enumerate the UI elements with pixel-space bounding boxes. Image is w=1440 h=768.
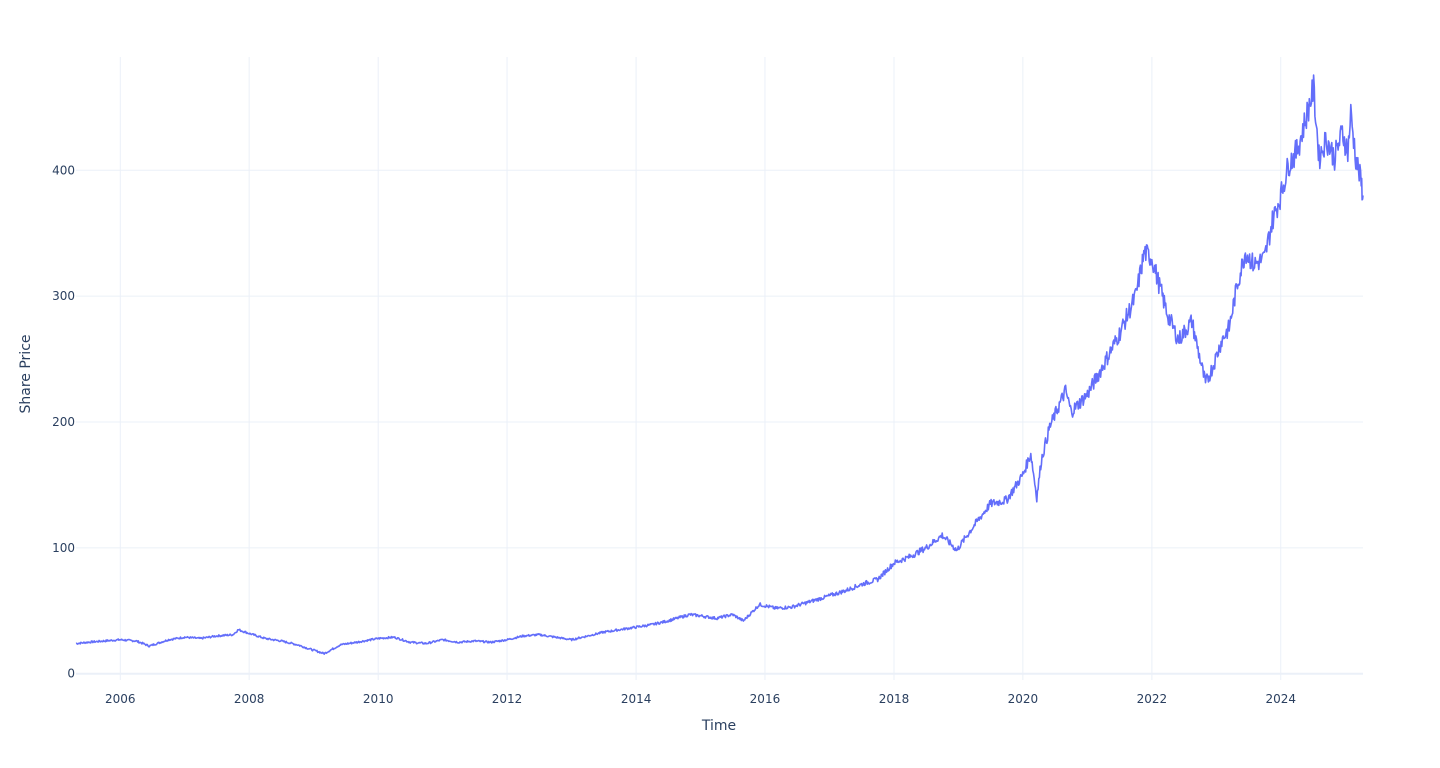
x-tick-label: 2016 xyxy=(750,692,781,706)
y-tick-label: 0 xyxy=(67,667,75,681)
series-layer xyxy=(75,74,1364,655)
price-line xyxy=(75,74,1364,655)
grid xyxy=(76,57,1363,680)
y-tick-label: 300 xyxy=(52,289,75,303)
x-axis-title: Time xyxy=(701,718,736,734)
x-tick-label: 2006 xyxy=(105,692,136,706)
x-tick-label: 2014 xyxy=(621,692,652,706)
x-tick-label: 2024 xyxy=(1265,692,1296,706)
x-tick-label: 2012 xyxy=(492,692,523,706)
x-tick-label: 2010 xyxy=(363,692,394,706)
y-tick-label: 400 xyxy=(52,163,75,177)
x-tick-label: 2008 xyxy=(234,692,265,706)
y-tick-label: 200 xyxy=(52,415,75,429)
y-tick-label: 100 xyxy=(52,541,75,555)
y-axis-ticks: 0 100 200 300 400 xyxy=(52,163,75,680)
x-tick-label: 2020 xyxy=(1008,692,1039,706)
x-tick-label: 2022 xyxy=(1137,692,1168,706)
y-axis-title: Share Price xyxy=(18,334,34,413)
x-tick-label: 2018 xyxy=(879,692,910,706)
x-axis-ticks: 2006 2008 2010 2012 2014 2016 2018 2020 2022 2024 xyxy=(105,692,1296,706)
